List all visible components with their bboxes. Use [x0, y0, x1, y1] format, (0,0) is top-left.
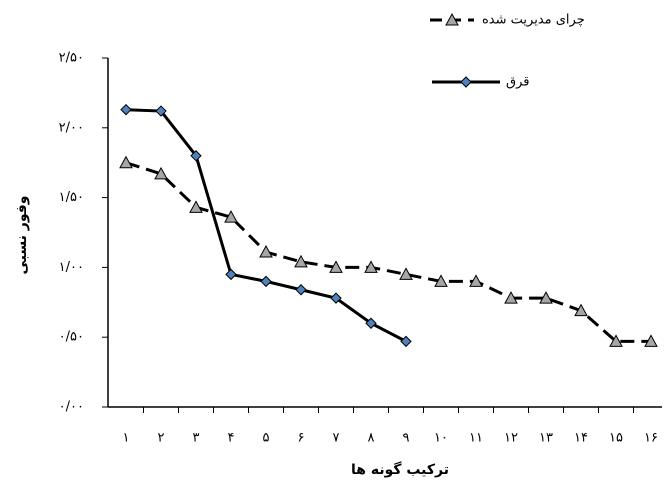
x-tick-label: ۱۰ [434, 431, 448, 446]
x-tick-label: ۱۳ [539, 431, 553, 446]
y-tick-label: ۲/۵۰ [59, 51, 84, 66]
marker [119, 155, 133, 169]
x-tick-label: ۱۵ [609, 431, 623, 446]
legend-marker [445, 12, 459, 26]
x-tick-label: ۲ [158, 431, 165, 446]
marker [154, 166, 168, 180]
marker [504, 291, 518, 304]
marker [120, 103, 132, 116]
x-tick-label: ۷ [333, 431, 340, 446]
marker [574, 303, 588, 317]
x-tick-label: ۸ [368, 431, 375, 446]
marker [329, 260, 343, 273]
marker [609, 334, 623, 347]
x-tick-label: ۱۲ [504, 431, 518, 446]
series-line [125, 161, 651, 343]
marker [539, 291, 553, 304]
marker [399, 267, 413, 280]
marker [294, 254, 308, 268]
marker [224, 210, 238, 223]
marker [330, 292, 342, 304]
marker [644, 334, 658, 347]
y-tick-label: ۱/۰۰ [59, 260, 84, 275]
marker [260, 275, 272, 288]
marker [400, 335, 412, 348]
legend-marker [460, 76, 472, 88]
legend-label: قرق [506, 75, 529, 90]
marker [364, 260, 378, 273]
marker [155, 105, 167, 117]
x-tick-label: ۹ [403, 431, 410, 446]
y-axis-title: وفور نسبی [14, 196, 30, 275]
marker [190, 150, 202, 162]
marker [434, 274, 448, 287]
marker [259, 244, 273, 258]
marker [365, 317, 377, 329]
marker [295, 284, 307, 296]
legend-label: چرای مدیریت شده [482, 13, 585, 28]
x-tick-label: ۱۱ [469, 431, 483, 446]
y-tick-label: ۱/۵۰ [59, 190, 84, 205]
marker [469, 274, 483, 287]
y-tick-label: ۰/۵۰ [59, 330, 84, 345]
x-tick-label: ۱۶ [644, 431, 658, 446]
series-line [125, 108, 407, 343]
x-tick-label: ۳ [193, 431, 200, 446]
x-tick-label: ۶ [298, 431, 305, 446]
y-tick-label: ۰/۰۰ [59, 400, 84, 415]
x-tick-label: ۱ [123, 431, 130, 446]
x-tick-label: ۱۴ [574, 431, 588, 446]
x-tick-label: ۵ [263, 431, 270, 446]
x-tick-label: ۴ [228, 431, 235, 446]
x-axis-title: ترکیب گونه ها [351, 461, 449, 478]
y-tick-label: ۲/۰۰ [59, 120, 84, 135]
marker [189, 200, 203, 213]
marker [225, 268, 237, 281]
